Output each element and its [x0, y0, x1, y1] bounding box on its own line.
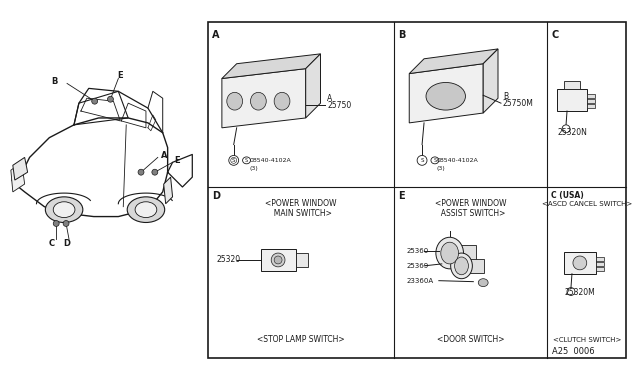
- Text: <STOP LAMP SWITCH>: <STOP LAMP SWITCH>: [257, 335, 344, 344]
- Bar: [296, 253, 308, 267]
- Circle shape: [53, 221, 59, 227]
- Text: <POWER WINDOW: <POWER WINDOW: [435, 199, 506, 208]
- Bar: [208, 22, 626, 357]
- Circle shape: [573, 256, 587, 270]
- Text: E: E: [175, 156, 180, 165]
- Circle shape: [562, 125, 570, 133]
- Ellipse shape: [436, 237, 463, 269]
- Circle shape: [417, 155, 427, 165]
- Ellipse shape: [227, 92, 243, 110]
- Ellipse shape: [478, 279, 488, 286]
- Polygon shape: [222, 69, 306, 128]
- Ellipse shape: [243, 157, 250, 164]
- Text: B: B: [503, 92, 508, 101]
- Ellipse shape: [274, 92, 290, 110]
- Ellipse shape: [135, 202, 157, 218]
- Text: 25369: 25369: [406, 263, 429, 269]
- Bar: [557, 89, 587, 111]
- Text: S: S: [232, 158, 236, 163]
- Bar: [587, 104, 595, 108]
- Text: 25320M: 25320M: [564, 288, 595, 297]
- Bar: [596, 257, 604, 261]
- Text: 25360: 25360: [406, 248, 429, 254]
- Circle shape: [63, 221, 69, 227]
- Bar: [587, 99, 595, 103]
- Text: D: D: [212, 191, 220, 201]
- Text: 25320N: 25320N: [557, 128, 587, 137]
- Ellipse shape: [454, 257, 468, 275]
- Bar: [564, 81, 580, 89]
- Text: E: E: [118, 71, 123, 80]
- Text: <DOOR SWITCH>: <DOOR SWITCH>: [436, 335, 504, 344]
- Circle shape: [228, 155, 239, 165]
- Polygon shape: [222, 54, 321, 78]
- Text: 25750: 25750: [328, 101, 351, 110]
- Text: (3): (3): [250, 166, 259, 171]
- Text: <CLUTCH SWITCH>: <CLUTCH SWITCH>: [552, 337, 621, 343]
- Bar: [458, 245, 476, 261]
- Polygon shape: [409, 64, 483, 123]
- Text: 25750M: 25750M: [503, 99, 534, 108]
- Text: A: A: [328, 94, 333, 103]
- Ellipse shape: [53, 202, 75, 218]
- Circle shape: [274, 256, 282, 264]
- Text: ASSIST SWITCH>: ASSIST SWITCH>: [436, 209, 505, 218]
- Text: (3): (3): [437, 166, 445, 171]
- Text: 25320: 25320: [217, 256, 241, 264]
- Text: <POWER WINDOW: <POWER WINDOW: [265, 199, 337, 208]
- Ellipse shape: [127, 197, 164, 222]
- Polygon shape: [306, 54, 321, 118]
- Circle shape: [231, 157, 237, 163]
- Polygon shape: [483, 49, 498, 113]
- Text: S: S: [245, 158, 248, 163]
- Circle shape: [108, 96, 113, 102]
- Text: <ASCD CANCEL SWITCH>: <ASCD CANCEL SWITCH>: [541, 201, 632, 207]
- Circle shape: [152, 169, 158, 175]
- Text: C: C: [551, 30, 559, 40]
- Text: D: D: [63, 239, 70, 248]
- Bar: [564, 252, 596, 274]
- Circle shape: [271, 253, 285, 267]
- Bar: [261, 249, 296, 271]
- Text: A: A: [161, 151, 167, 160]
- Text: A: A: [212, 30, 220, 40]
- Bar: [596, 262, 604, 266]
- Ellipse shape: [426, 83, 465, 110]
- Circle shape: [567, 288, 575, 295]
- Text: MAIN SWITCH>: MAIN SWITCH>: [269, 209, 332, 218]
- Polygon shape: [164, 177, 173, 204]
- Ellipse shape: [431, 157, 439, 164]
- Text: C: C: [48, 239, 54, 248]
- Ellipse shape: [441, 242, 458, 264]
- Text: S: S: [420, 158, 424, 163]
- Polygon shape: [409, 49, 498, 74]
- Ellipse shape: [250, 92, 266, 110]
- Bar: [469, 259, 484, 273]
- Polygon shape: [11, 162, 25, 192]
- Circle shape: [92, 98, 98, 104]
- Text: 08540-4102A: 08540-4102A: [250, 158, 291, 163]
- Bar: [587, 94, 595, 98]
- Text: E: E: [398, 191, 405, 201]
- Text: B: B: [398, 30, 406, 40]
- Ellipse shape: [451, 253, 472, 279]
- Text: 08540-4102A: 08540-4102A: [437, 158, 479, 163]
- Polygon shape: [13, 157, 28, 180]
- Circle shape: [138, 169, 144, 175]
- Ellipse shape: [45, 197, 83, 222]
- Bar: [596, 267, 604, 271]
- Text: B: B: [51, 77, 58, 86]
- Text: A25  0006: A25 0006: [552, 347, 595, 356]
- Text: 23360A: 23360A: [406, 278, 433, 284]
- Text: C (USA): C (USA): [551, 191, 584, 200]
- Text: S: S: [433, 158, 436, 163]
